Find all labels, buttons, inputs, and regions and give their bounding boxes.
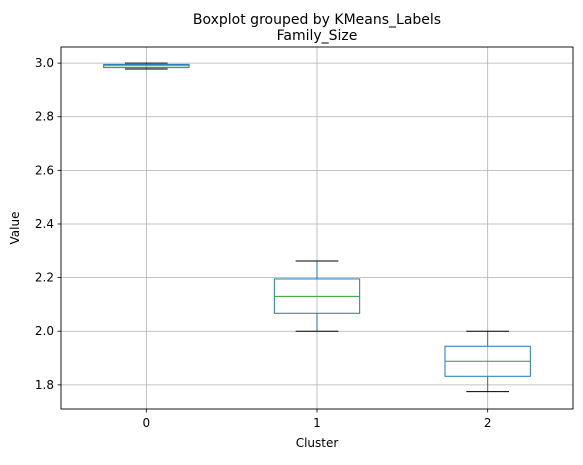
y-tick-label: 2.4 — [35, 217, 54, 231]
grid-lines — [61, 47, 573, 409]
chart-suptitle: Boxplot grouped by KMeans_Labels — [193, 12, 441, 28]
y-tick-label: 2.6 — [35, 163, 54, 177]
box-2 — [444, 330, 531, 393]
x-tick-label: 0 — [143, 416, 151, 430]
y-tick-label: 2.0 — [35, 324, 54, 338]
chart-title: Family_Size — [277, 28, 358, 44]
y-tick-label: 2.8 — [35, 110, 54, 124]
x-axis-label: Cluster — [296, 436, 339, 450]
box-1 — [273, 260, 361, 332]
box-0 — [103, 62, 190, 70]
y-tick-label: 3.0 — [35, 56, 54, 70]
x-axis-ticks: 0 1 2 — [143, 409, 492, 430]
x-tick-label: 2 — [484, 416, 492, 430]
y-tick-label: 2.2 — [35, 271, 54, 285]
y-axis-ticks: 1.8 2.0 2.2 2.4 2.6 2.8 3.0 — [35, 56, 61, 392]
x-tick-label: 1 — [313, 416, 321, 430]
y-axis-label: Value — [8, 212, 22, 245]
boxes-layer — [103, 62, 531, 393]
y-tick-label: 1.8 — [35, 378, 54, 392]
